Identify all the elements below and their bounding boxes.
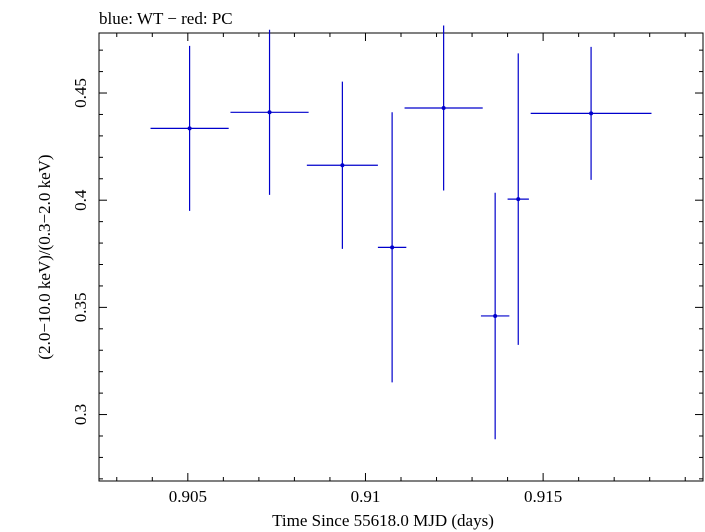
data-point — [306, 81, 378, 249]
y-tick-label: 0.35 — [71, 292, 90, 322]
data-point — [150, 45, 229, 211]
y-tick-label: 0.45 — [71, 78, 90, 108]
y-tick-label: 0.3 — [71, 404, 90, 425]
point-marker — [267, 110, 272, 115]
point-marker — [493, 313, 498, 318]
data-point — [404, 25, 483, 191]
point-marker — [516, 197, 521, 202]
chart-title: blue: WT − red: PC — [99, 9, 233, 28]
y-axis-label: (2.0−10.0 keV)/(0.3−2.0 keV) — [35, 154, 54, 359]
x-axis-label: Time Since 55618.0 MJD (days) — [272, 511, 494, 530]
data-point — [480, 192, 510, 440]
data-point — [530, 46, 652, 180]
x-tick-label: 0.905 — [169, 487, 207, 506]
axis-ticks — [99, 33, 703, 481]
data-point — [230, 29, 309, 195]
data-point — [507, 53, 529, 345]
tick-labels: 0.905 0.91 0.915 0.3 0.35 0.4 0.45 — [71, 78, 562, 506]
y-tick-label: 0.4 — [71, 189, 90, 211]
point-marker — [441, 106, 446, 111]
point-marker — [340, 163, 345, 168]
point-marker — [187, 126, 192, 131]
x-tick-label: 0.915 — [524, 487, 562, 506]
point-marker — [589, 111, 594, 116]
data-point — [377, 112, 407, 383]
x-tick-label: 0.91 — [351, 487, 381, 506]
point-marker — [390, 245, 395, 250]
data-points — [150, 25, 652, 440]
